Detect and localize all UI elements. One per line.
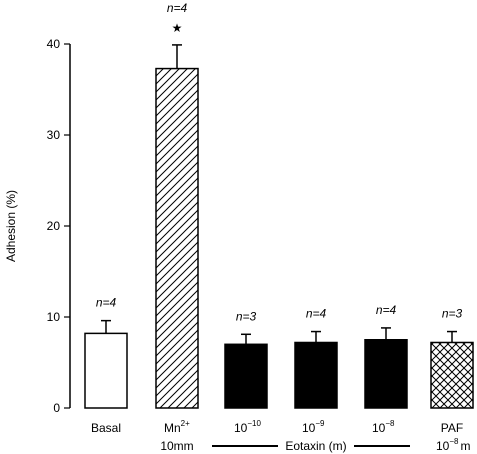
paf-unit: m bbox=[460, 439, 470, 453]
n-label-0: n=4 bbox=[96, 296, 117, 310]
significance-star-1: ★ bbox=[172, 21, 183, 35]
category-label-paf: PAF bbox=[441, 421, 463, 435]
y-tick-label-10: 10 bbox=[47, 310, 61, 324]
bar-0 bbox=[84, 332, 128, 409]
n-label-3: n=4 bbox=[306, 307, 327, 321]
n-label-4: n=4 bbox=[376, 303, 397, 317]
e2-base: 10 bbox=[302, 421, 316, 435]
category-label-mn: Mn2+ bbox=[164, 419, 190, 435]
paf-sup: −8 bbox=[449, 437, 459, 446]
e3-base: 10 bbox=[372, 421, 386, 435]
category-label-eotaxin-1e-10: 10−10 bbox=[234, 419, 261, 435]
e3-sup: −8 bbox=[385, 419, 395, 428]
bar-3 bbox=[294, 341, 338, 409]
y-tick-label-40: 40 bbox=[47, 37, 61, 51]
n-label-5: n=3 bbox=[442, 307, 463, 321]
n-label-1: n=4 bbox=[167, 1, 188, 15]
category-label-basal: Basal bbox=[91, 421, 121, 435]
mn-label-sup: 2+ bbox=[181, 419, 190, 428]
y-axis: 0 10 20 30 40 bbox=[47, 37, 71, 415]
bar-1 bbox=[155, 67, 199, 409]
y-axis-title: Adhesion (%) bbox=[4, 190, 18, 262]
bars-group: n=4 n=4 ★ n=3 n=4 n=4 n=3 bbox=[84, 1, 474, 409]
y-tick-label-30: 30 bbox=[47, 128, 61, 142]
category-label-eotaxin-1e-9: 10−9 bbox=[302, 419, 325, 435]
e1-sup: −10 bbox=[247, 419, 261, 428]
bar-2 bbox=[224, 343, 268, 409]
n-label-2: n=3 bbox=[236, 309, 257, 323]
y-tick-label-0: 0 bbox=[53, 401, 60, 415]
y-tick-label-20: 20 bbox=[47, 219, 61, 233]
category-label-paf-conc: 10−8 m bbox=[436, 437, 470, 453]
e2-sup: −9 bbox=[315, 419, 325, 428]
category-label-mn-conc: 10mm bbox=[160, 439, 193, 453]
paf-base: 10 bbox=[436, 439, 450, 453]
category-label-eotaxin-1e-8: 10−8 bbox=[372, 419, 395, 435]
bar-4 bbox=[364, 339, 408, 409]
e1-base: 10 bbox=[234, 421, 248, 435]
eotaxin-group-label: Eotaxin (m) bbox=[285, 439, 346, 453]
bar-5 bbox=[430, 341, 474, 409]
mn-label-main: Mn bbox=[164, 421, 181, 435]
